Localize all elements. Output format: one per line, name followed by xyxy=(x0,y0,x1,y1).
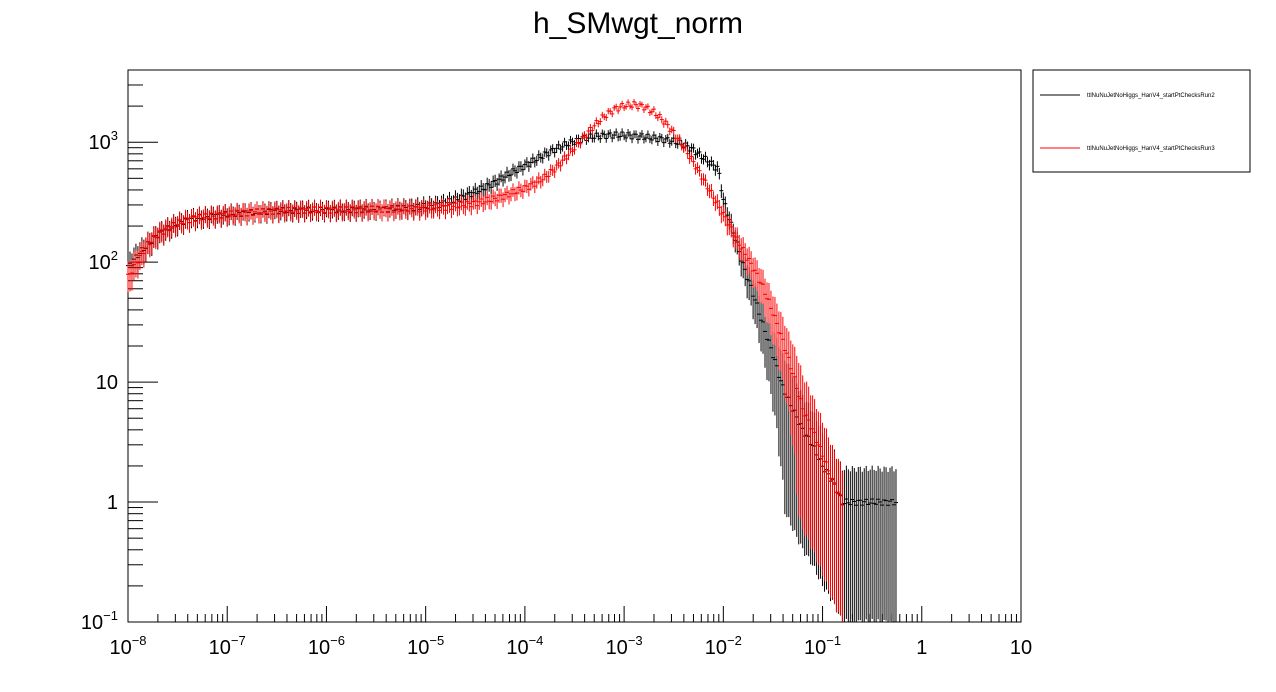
legend-entry: ttlNuNuJetNoHiggs_HanV4_startPtChecksRun… xyxy=(1087,146,1215,152)
y-tick-label: 102 xyxy=(89,248,118,274)
legend: ttlNuNuJetNoHiggs_HanV4_startPtChecksRun… xyxy=(1032,69,1251,173)
x-tick-label: 10 xyxy=(1010,637,1032,659)
chart-title: h_SMwgt_norm xyxy=(533,7,743,40)
x-tick-label: 10−1 xyxy=(804,633,841,659)
series-group xyxy=(126,99,898,622)
x-tick-label: 10−8 xyxy=(109,633,146,659)
y-tick-label: 1 xyxy=(107,492,118,514)
legend-entry: ttlNuNuJetNoHiggs_HanV4_startPtChecksRun… xyxy=(1087,93,1215,99)
x-tick-label: 10−4 xyxy=(506,633,543,659)
legend-box xyxy=(1032,69,1251,173)
x-tick-label: 10−3 xyxy=(606,633,643,659)
series-2 xyxy=(126,99,845,622)
y-tick-label: 103 xyxy=(89,128,118,154)
series-1 xyxy=(126,128,898,622)
x-tick-label: 1 xyxy=(916,637,927,659)
x-tick-label: 10−7 xyxy=(209,633,246,659)
x-tick-label: 10−2 xyxy=(705,633,742,659)
x-tick-label: 10−6 xyxy=(308,633,345,659)
x-axis: 10−8 10−7 10−6 10−5 10−4 10−3 10−2 10−1 1 10 xyxy=(109,606,1032,659)
x-tick-label: 10−5 xyxy=(407,633,444,659)
y-axis: 10−1 1 10 102 103 xyxy=(81,69,158,634)
y-tick-label: 10 xyxy=(96,372,118,394)
y-tick-label: 10−1 xyxy=(81,608,118,634)
